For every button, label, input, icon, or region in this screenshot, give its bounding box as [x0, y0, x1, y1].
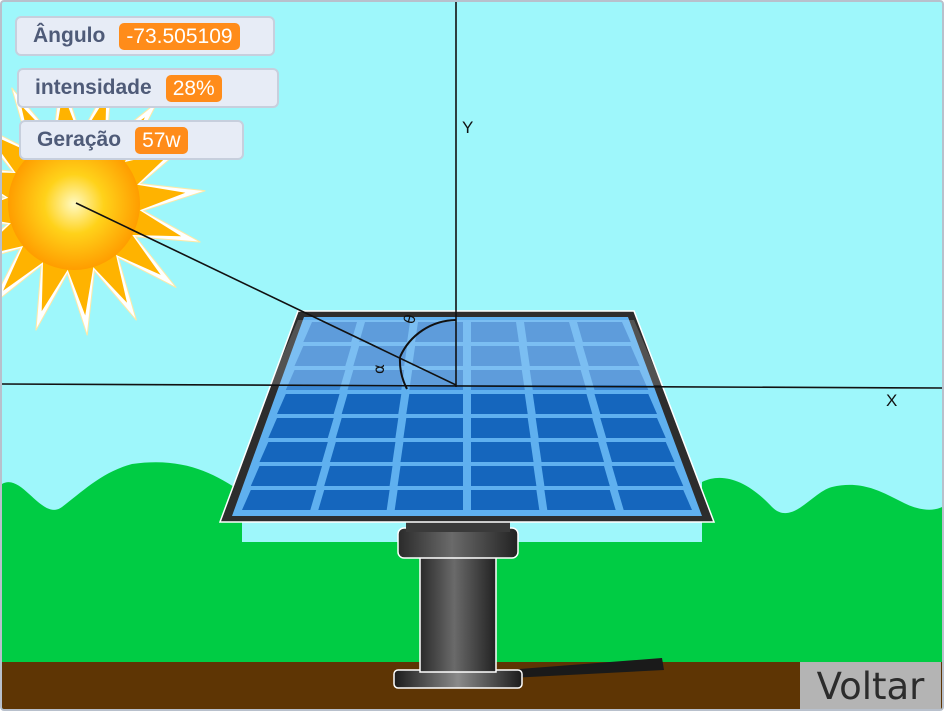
panel-cell [353, 346, 408, 366]
x-axis-label: X [886, 391, 897, 410]
panel-cell [617, 490, 692, 510]
theta-arc [399, 319, 457, 358]
panel-cell [242, 490, 317, 510]
monitor-geracao-value: 57w [135, 126, 188, 154]
panel-cell [471, 322, 519, 342]
panel-cell [359, 322, 410, 342]
panel-cell [544, 490, 616, 510]
panel-cell [471, 346, 522, 366]
panel-cells [242, 322, 692, 510]
sun-icon [2, 72, 206, 336]
panel-cell [294, 346, 352, 366]
panel-cell [259, 442, 328, 462]
panel-cell [526, 346, 581, 366]
panel-cell [471, 442, 534, 462]
panel-cell [406, 394, 463, 414]
pole [419, 553, 497, 673]
panel-cell [394, 490, 463, 510]
panel-cell [400, 442, 463, 462]
sun-ray-line [75, 202, 457, 386]
panel-cell [532, 394, 593, 414]
y-axis-label: Y [462, 118, 473, 137]
monitor-intensidade-value: 28% [165, 74, 222, 102]
monitor-angulo-value: -73.505109 [119, 22, 240, 50]
monitor-intensidade-label: intensidade [35, 76, 152, 99]
panel-mount [397, 527, 519, 559]
panel-cell [335, 418, 399, 438]
panel-cell [538, 442, 604, 462]
monitor-angulo: Ângulo -73.505109 [15, 16, 275, 56]
panel-cell [318, 490, 390, 510]
alpha-label: α [370, 364, 388, 374]
panel-cell [524, 322, 575, 342]
ground-cable [507, 658, 664, 678]
alpha-arc [398, 356, 408, 390]
panel-cell [330, 442, 396, 462]
monitor-geracao-label: Geração [37, 128, 122, 151]
panel-cell [529, 370, 587, 390]
panel-cell [612, 466, 684, 486]
panel-cell [471, 370, 525, 390]
panel-cell [471, 418, 531, 438]
solar-panel [218, 310, 716, 523]
x-axis [2, 383, 942, 389]
panel-cell [277, 394, 340, 414]
monitor-geracao: Geração 57w [19, 120, 244, 160]
monitor-angulo-label: Ângulo [33, 24, 106, 47]
panel-cell [582, 346, 640, 366]
panel-cell [471, 394, 528, 414]
panel-cell [397, 466, 463, 486]
panel-cell [471, 490, 540, 510]
panel-cell [303, 322, 357, 342]
panel-cell [600, 418, 666, 438]
panel-cell [341, 394, 402, 414]
panel-cell [594, 394, 657, 414]
panel-cell [268, 418, 334, 438]
panel-cell [412, 346, 463, 366]
monitor-intensidade: intensidade 28% [17, 68, 279, 108]
panel-cell [588, 370, 649, 390]
panel-cell [250, 466, 322, 486]
panel-cell [606, 442, 675, 462]
voltar-button[interactable]: Voltar [800, 662, 941, 709]
theta-label: θ [400, 312, 420, 326]
panel-cell [535, 418, 599, 438]
panel-cell [541, 466, 610, 486]
panel-cell [471, 466, 537, 486]
panel-cell [403, 418, 463, 438]
panel-cell [577, 322, 631, 342]
panel-cell [324, 466, 393, 486]
